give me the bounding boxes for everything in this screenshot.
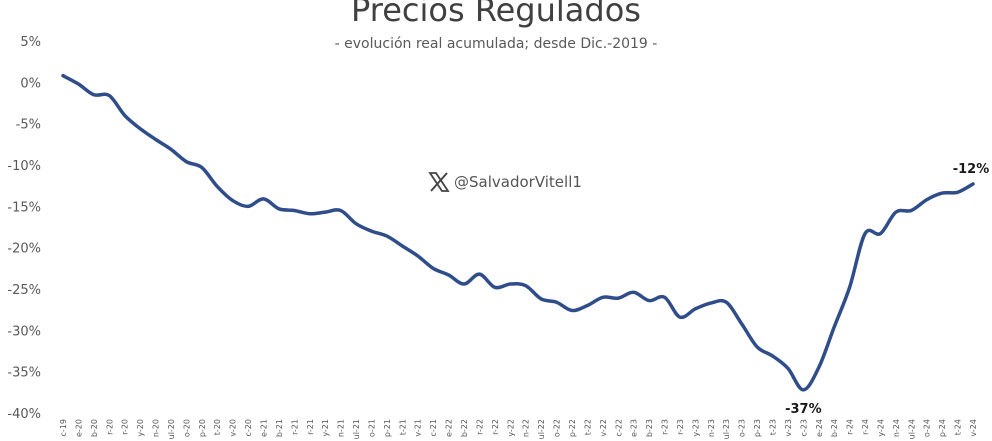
data-label: -12% [953,162,990,177]
y-tick-label: -30% [7,324,41,339]
y-tick-label: -35% [7,366,41,381]
x-tick-label: r-21 [306,419,315,435]
x-tick-label: y-24 [876,419,885,437]
x-tick-label: v-23 [784,419,793,437]
x-tick-label: p-20 [198,419,207,437]
x-tick-label: n-22 [522,419,531,437]
y-tick-label: -25% [7,283,41,298]
x-tick-label: ul-22 [537,419,546,439]
x-tick-label: b-20 [90,419,99,437]
x-tick-label: n-21 [337,419,346,437]
y-axis: 5% 0% -5% -10% -15% -20% -25% -30% -35% -40% [7,35,41,422]
y-tick-label: -20% [7,242,41,257]
x-tick-label: r-22 [475,419,484,435]
x-tick-label: c-21 [429,419,438,436]
x-tick-label: r-23 [661,419,670,435]
series-line [61,73,975,392]
x-tick-label: c-19 [59,419,68,436]
x-tick-label: y-21 [321,419,330,437]
x-tick-label: e-23 [630,419,639,437]
x-tick-label: c-20 [244,419,253,436]
x-tick-label: r-20 [105,419,114,435]
x-tick-label: b-22 [460,419,469,437]
x-tick-label: o-20 [182,419,191,437]
x-tick-label: n-20 [152,419,161,437]
x-tick-label: ul-20 [167,419,176,439]
x-tick-label: p-23 [753,419,762,437]
x-tick-label: v-21 [414,419,423,437]
x-tick-label: r-24 [846,419,855,435]
x-tick-label: b-23 [645,419,654,437]
x-tick-label: p-21 [383,419,392,437]
x-tick-label: n-23 [707,419,716,437]
chart-title: Precios Regulados [351,0,641,29]
x-tick-label: r-22 [491,419,500,435]
chart-subtitle: - evolución real acumulada; desde Dic.-2… [334,36,658,52]
data-label: -37% [785,402,822,417]
y-tick-label: -10% [7,159,41,174]
x-tick-label: y-20 [136,419,145,437]
x-tick-label: ul-23 [722,419,731,439]
x-tick-label: b-21 [275,419,284,437]
x-tick-label: y-23 [691,419,700,437]
x-tick-label: t-24 [954,419,963,435]
x-tick-label: e-20 [74,419,83,437]
x-tick-label: r-21 [290,419,299,435]
x-tick-label: ul-24 [907,419,916,439]
x-tick-label: t-20 [213,419,222,435]
x-tick-label: y-22 [506,419,515,437]
x-tick-label: e-22 [445,419,454,437]
x-tick-label: r-20 [121,419,130,435]
x-tick-label: c-22 [614,419,623,436]
y-tick-label: -15% [7,200,41,215]
annotations: -37% -12% [785,162,989,417]
x-tick-label: b-24 [830,419,839,437]
x-tick-label: o-23 [738,419,747,437]
x-tick-label: ul-21 [352,419,361,439]
y-tick-label: -5% [16,118,41,133]
x-tick-label: c-23 [799,419,808,436]
x-tick-label: o-24 [923,419,932,437]
x-tick-label: v-22 [599,419,608,437]
x-tick-label: t-23 [768,419,777,435]
x-tick-label: n-24 [892,419,901,437]
x-tick-label: o-21 [367,419,376,437]
x-tick-label: v-24 [969,419,978,437]
watermark-text: @SalvadorVitell1 [454,173,582,191]
x-tick-label: r-24 [861,419,870,435]
x-tick-label: e-24 [815,419,824,437]
y-tick-label: 5% [20,35,41,50]
x-tick-label: v-20 [229,419,238,437]
y-tick-label: -40% [7,407,41,422]
x-tick-label: p-24 [938,419,947,437]
x-tick-label: e-21 [260,419,269,437]
x-logo-icon [428,172,450,192]
y-tick-label: 0% [20,76,41,91]
x-tick-label: t-22 [583,419,592,435]
x-tick-label: t-21 [398,419,407,435]
x-tick-label: o-22 [553,419,562,437]
x-tick-label: p-22 [568,419,577,437]
x-tick-label: r-23 [676,419,685,435]
x-axis: c-19 e-20 b-20 r-20 r-20 y-20 n-20 ul-20 o-20 p-2… [59,419,978,439]
watermark: @SalvadorVitell1 [428,172,582,192]
